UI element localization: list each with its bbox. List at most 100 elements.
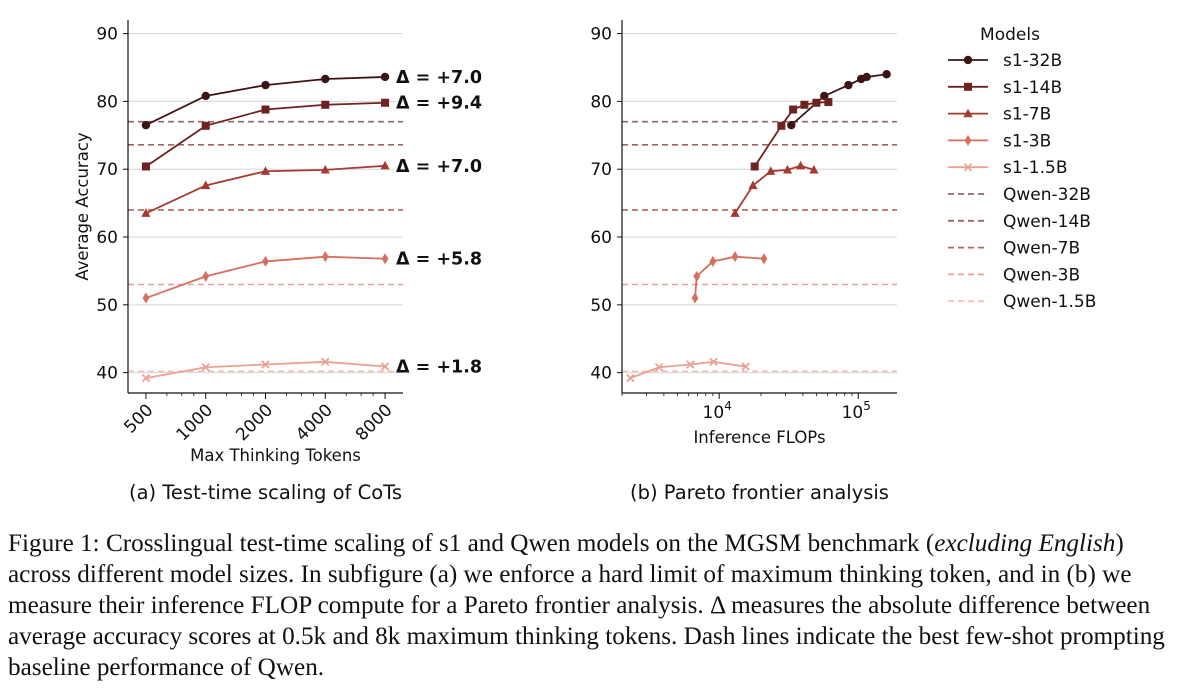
data-point-s1-7b bbox=[201, 180, 211, 190]
y-tick-label: 70 bbox=[96, 160, 118, 180]
legend-entry-qwen-7b: Qwen-7B bbox=[948, 239, 1080, 259]
data-point-s1-7b bbox=[782, 164, 793, 174]
series-s1-14b bbox=[141, 98, 390, 171]
delta-label-s1-32b: Δ = +7.0 bbox=[396, 68, 482, 88]
subplot-caption: (b) Pareto frontier analysis bbox=[630, 481, 889, 504]
data-point-s1-1-5b bbox=[201, 362, 210, 372]
y-tick-label: 80 bbox=[96, 92, 118, 112]
legend-entry-s1-7b: s1-7B bbox=[948, 105, 1051, 125]
legend-entry-qwen-1-5b: Qwen-1.5B bbox=[948, 292, 1096, 312]
data-point-s1-1-5b bbox=[380, 362, 390, 371]
series-s1-14b bbox=[750, 98, 833, 171]
data-point-s1-1-5b bbox=[626, 373, 635, 383]
data-point-s1-7b bbox=[141, 208, 151, 217]
data-point-s1-3b bbox=[760, 253, 768, 265]
data-point-s1-1-5b bbox=[709, 357, 718, 367]
series-line-s1-32b bbox=[790, 73, 887, 126]
data-point-s1-1-5b bbox=[741, 362, 750, 371]
series-line-s1-1-5b bbox=[630, 360, 746, 379]
data-point-s1-1-5b bbox=[686, 360, 695, 369]
legend-entry-s1-3b: s1-3B bbox=[948, 131, 1051, 151]
x-tick-label: 500 bbox=[120, 400, 157, 437]
data-point-s1-14b bbox=[777, 121, 786, 130]
caption-italic1: excluding bbox=[934, 530, 1033, 557]
y-tick-label: 50 bbox=[96, 296, 118, 316]
legend-entry-qwen-14b: Qwen-14B bbox=[948, 212, 1091, 232]
y-tick-label: 60 bbox=[96, 228, 118, 248]
data-point-s1-14b bbox=[321, 100, 330, 109]
x-tick-label: 1000 bbox=[173, 400, 218, 445]
legend-marker-s1-1-5b bbox=[963, 162, 973, 172]
data-point-s1-7b bbox=[260, 166, 271, 175]
data-point-s1-32b bbox=[380, 72, 390, 82]
series-line-s1-7b bbox=[734, 164, 815, 214]
y-tick-label: 60 bbox=[590, 228, 612, 248]
data-point-s1-7b bbox=[320, 164, 330, 174]
legend-marker-s1-3b bbox=[964, 134, 972, 146]
data-point-s1-14b bbox=[824, 98, 833, 107]
data-point-s1-3b bbox=[731, 251, 739, 263]
data-point-s1-14b bbox=[750, 162, 759, 171]
data-point-s1-14b bbox=[201, 121, 210, 130]
data-point-s1-7b bbox=[748, 180, 758, 190]
data-point-s1-14b bbox=[381, 98, 390, 107]
legend-label: s1-7B bbox=[1003, 105, 1051, 125]
legend-marker-s1-7b bbox=[963, 108, 973, 118]
data-point-s1-7b bbox=[380, 160, 390, 170]
y-tick-label: 90 bbox=[96, 25, 118, 45]
subplot-caption: (a) Test-time scaling of CoTs bbox=[129, 481, 402, 504]
legend-label: Qwen-14B bbox=[1003, 212, 1091, 232]
x-tick-exponent: 4 bbox=[724, 399, 732, 413]
data-point-s1-3b bbox=[693, 270, 701, 282]
legend-label: s1-3B bbox=[1003, 131, 1051, 151]
data-point-s1-1-5b bbox=[654, 362, 664, 372]
data-point-s1-7b bbox=[766, 166, 776, 175]
legend-label: Qwen-32B bbox=[1003, 185, 1091, 205]
data-point-s1-3b bbox=[202, 270, 210, 282]
data-point-s1-32b bbox=[261, 80, 270, 90]
y-tick-label: 70 bbox=[590, 160, 612, 180]
data-point-s1-14b bbox=[789, 105, 798, 114]
legend-title: Models bbox=[980, 25, 1040, 45]
legend-entry-s1-1-5b: s1-1.5B bbox=[948, 158, 1068, 178]
caption-part2: ) across different model sizes. In subfi… bbox=[8, 530, 1165, 681]
legend: Models s1-32B s1-14B s1-7B s1-3B s1-1.5B Qwen-… bbox=[948, 25, 1096, 312]
data-point-s1-3b bbox=[381, 253, 389, 265]
legend-marker-s1-14b bbox=[964, 82, 972, 91]
legend-marker-s1-32b bbox=[963, 55, 973, 65]
delta-label-s1-3b: Δ = +5.8 bbox=[396, 250, 482, 270]
delta-label-s1-7b: Δ = +7.0 bbox=[396, 157, 482, 177]
data-point-s1-1-5b bbox=[261, 360, 270, 369]
legend-label: s1-14B bbox=[1003, 78, 1062, 98]
data-point-s1-3b bbox=[262, 255, 269, 267]
caption-italic2: English bbox=[1038, 530, 1116, 557]
legend-label: Qwen-3B bbox=[1003, 265, 1080, 285]
y-axis-label: Average Accuracy bbox=[73, 132, 92, 281]
x-tick-label: 2000 bbox=[232, 400, 277, 445]
delta-label-s1-1-5b: Δ = +1.8 bbox=[396, 358, 482, 378]
x-axis-label: Max Thinking Tokens bbox=[190, 446, 361, 465]
y-tick-label: 40 bbox=[96, 364, 118, 384]
figure-canvas: 40 50 60 70 80 90 Δ = +7.0 Δ = +9.4 Δ = +7.0 Δ = … bbox=[73, 20, 1096, 504]
y-tick-label: 90 bbox=[590, 25, 612, 45]
legend-label: Qwen-7B bbox=[1003, 239, 1080, 259]
x-tick-exponent: 5 bbox=[863, 399, 871, 413]
caption-part1: Figure 1: Crosslingual test-time scaling… bbox=[8, 530, 935, 557]
legend-label: Qwen-1.5B bbox=[1003, 292, 1096, 312]
legend-label: s1-1.5B bbox=[1003, 158, 1068, 178]
series-s1-3b bbox=[142, 251, 389, 304]
data-point-s1-32b bbox=[321, 74, 330, 84]
data-point-s1-14b bbox=[261, 105, 270, 114]
data-point-s1-32b bbox=[844, 80, 853, 90]
data-point-s1-32b bbox=[862, 72, 871, 82]
data-point-s1-1-5b bbox=[141, 373, 151, 383]
data-point-s1-3b bbox=[691, 292, 699, 304]
data-point-s1-14b bbox=[141, 162, 150, 171]
series-s1-3b bbox=[691, 251, 768, 304]
y-tick-label: 80 bbox=[590, 92, 612, 112]
legend-entry-s1-32b: s1-32B bbox=[948, 51, 1062, 71]
series-s1-1-5b bbox=[141, 357, 390, 383]
legend-label: s1-32B bbox=[1003, 51, 1062, 71]
data-point-s1-32b bbox=[201, 91, 210, 101]
